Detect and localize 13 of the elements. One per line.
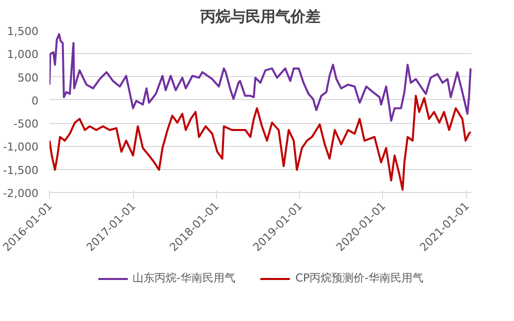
line-series: [50, 33, 472, 122]
legend-label: CP丙烷预测价-华南民用气: [295, 270, 424, 286]
y-tick-label: 500: [18, 71, 39, 84]
y-tick-label: -1,500: [3, 164, 39, 177]
y-tick-label: 1,500: [7, 25, 39, 38]
y-tick-label: 1,000: [7, 48, 39, 62]
y-tick-label: -2,000: [3, 187, 39, 200]
y-tick-label: 0: [32, 94, 38, 108]
y-tick-label: -500: [14, 118, 39, 131]
line-series: [50, 94, 472, 191]
chart-title: 丙烷与民用气价差: [200, 8, 320, 26]
legend-label: 山东丙烷-华南民用气: [132, 270, 236, 286]
y-tick-label: -1,000: [3, 140, 39, 154]
